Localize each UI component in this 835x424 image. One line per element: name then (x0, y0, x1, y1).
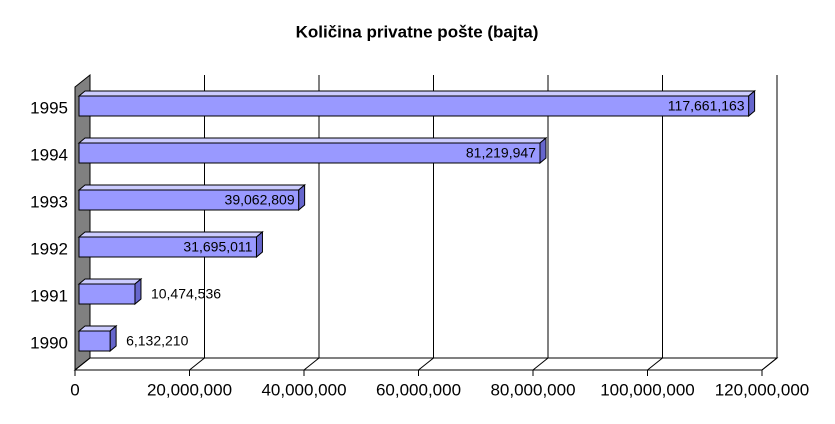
x-tick-label: 40,000,000 (261, 380, 346, 399)
bar (78, 330, 111, 352)
grid-line (418, 75, 434, 371)
value-label: 10,474,536 (151, 286, 221, 302)
value-label: 6,132,210 (126, 333, 188, 349)
x-tick-label: 80,000,000 (490, 380, 575, 399)
grid-line (532, 75, 549, 371)
y-tick-label: 1994 (30, 145, 68, 164)
bar (78, 95, 750, 117)
bar-top (77, 278, 143, 285)
y-tick-label: 1992 (30, 239, 68, 258)
bar (78, 142, 541, 164)
bar-top (77, 90, 756, 97)
x-tick-label: 60,000,000 (376, 380, 461, 399)
bar (78, 283, 136, 305)
y-tick-label: 1990 (30, 333, 68, 352)
grid-line (189, 75, 205, 371)
bar-side (298, 183, 306, 212)
bar-side (748, 89, 756, 118)
grid-line (74, 75, 91, 371)
bar-side (539, 136, 547, 165)
bar (78, 189, 300, 211)
x-tick-label: 120,000,000 (715, 380, 810, 399)
grid-line (761, 75, 778, 371)
bar-top (77, 231, 264, 238)
value-label: 117,661,163 (668, 98, 745, 114)
grid-line (303, 75, 320, 371)
value-label: 81,219,947 (466, 145, 536, 161)
bar-top (77, 137, 548, 144)
y-tick-label: 1993 (30, 192, 68, 211)
y-tick-label: 1991 (30, 286, 68, 305)
x-tick-label: 20,000,000 (147, 380, 232, 399)
bar (78, 236, 257, 258)
bar-top (77, 184, 307, 191)
bar-side (134, 277, 142, 306)
chart-title: Količina privatne pošte (bajta) (296, 22, 539, 41)
x-tick-label: 100,000,000 (600, 380, 695, 399)
grid-line (647, 75, 663, 371)
x-tick-label: 0 (70, 380, 79, 399)
value-label: 31,695,011 (183, 239, 252, 255)
bar-side (255, 230, 263, 259)
y-tick-label: 1995 (30, 98, 68, 117)
bar-side (109, 324, 117, 353)
value-label: 39,062,809 (225, 192, 295, 208)
